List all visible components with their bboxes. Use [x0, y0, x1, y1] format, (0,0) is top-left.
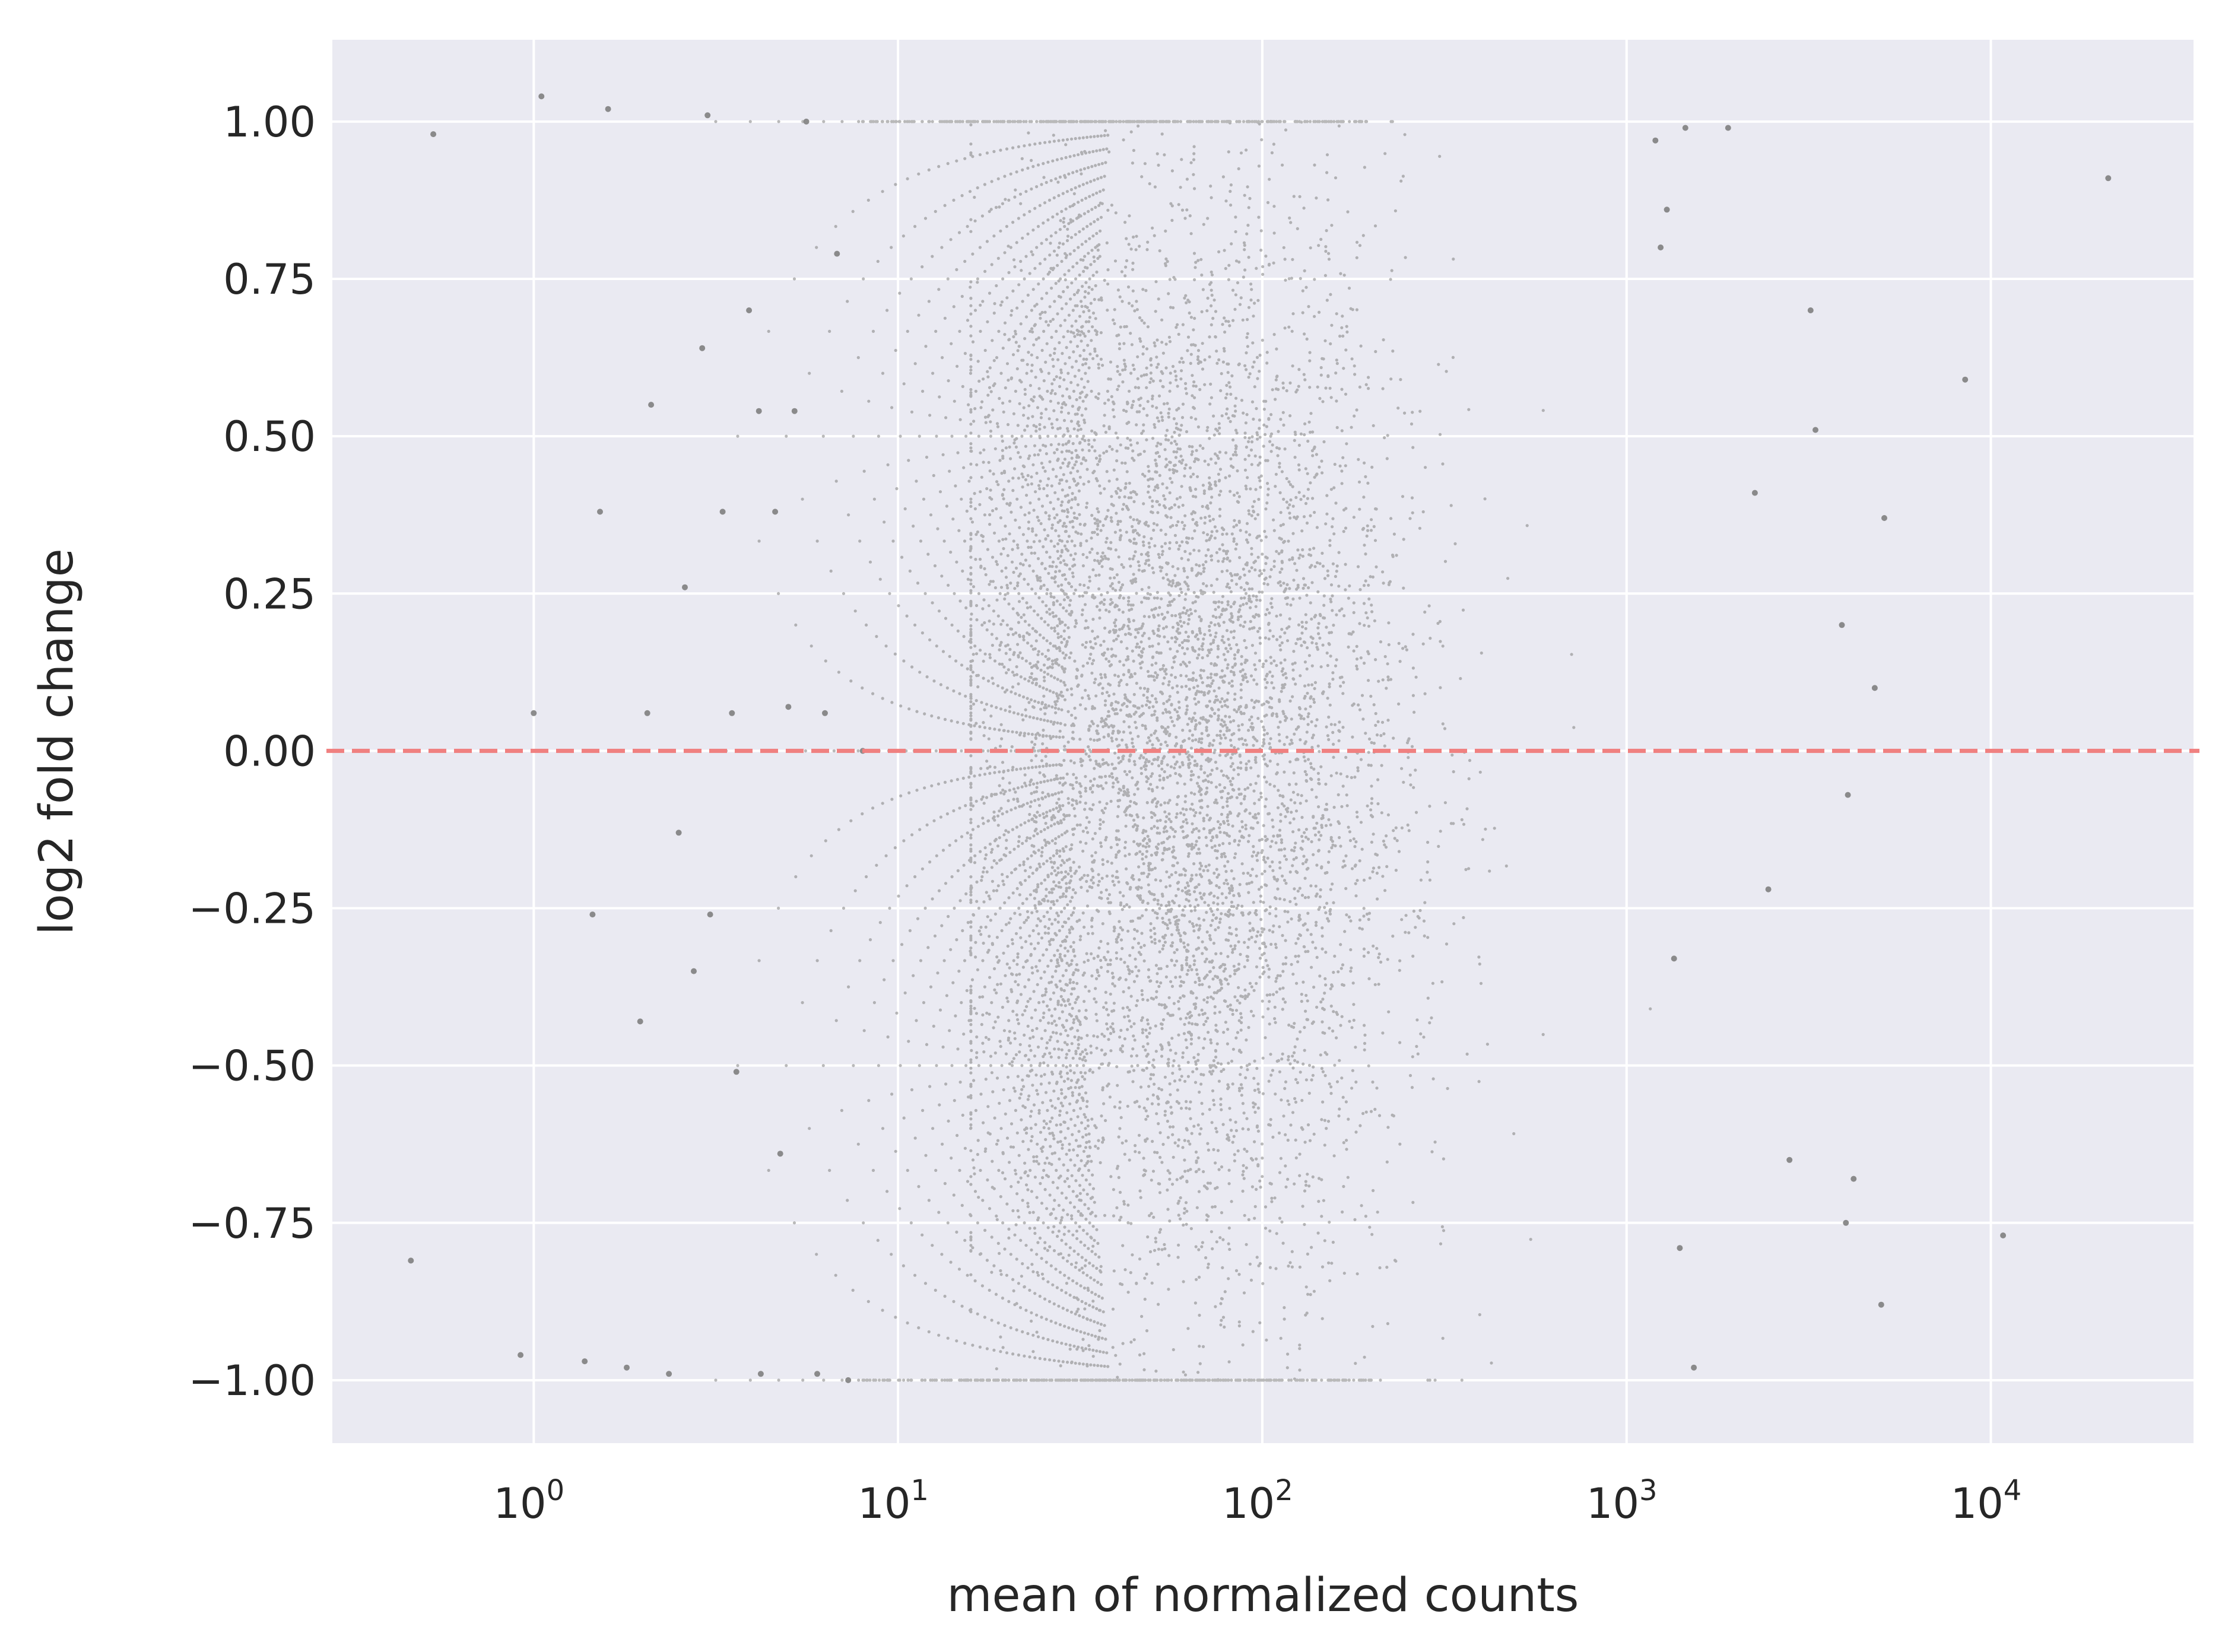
data-point: [605, 106, 611, 112]
data-point: [757, 1371, 764, 1377]
data-point: [518, 1352, 524, 1358]
data-point: [666, 1371, 672, 1377]
data-point: [1962, 376, 1969, 383]
y-tick-label: 0.75: [223, 255, 316, 304]
data-point: [1671, 955, 1677, 962]
data-point: [1812, 427, 1818, 433]
data-point: [624, 1364, 630, 1371]
data-points: [408, 93, 2112, 1383]
data-point: [430, 131, 437, 138]
x-tick-label: 100: [494, 1474, 565, 1528]
data-point: [675, 830, 682, 836]
data-point: [1871, 685, 1878, 691]
data-point: [1850, 1176, 1857, 1182]
data-point-cloud: [696, 120, 1652, 1382]
x-tick-labels: 100 101 102 103 104: [494, 1474, 2022, 1528]
data-point: [2105, 175, 2112, 182]
data-point: [582, 1358, 588, 1365]
data-point: [1725, 125, 1731, 131]
y-tick-label: 0.25: [223, 570, 316, 618]
y-tick-label: −0.75: [188, 1199, 316, 1248]
y-tick-labels: 1.00 0.75 0.50 0.25 0.00 −0.25 −0.50 −0.75 −1.00: [188, 98, 316, 1405]
data-point: [644, 710, 650, 716]
x-tick-label: 103: [1586, 1474, 1658, 1528]
data-point: [1807, 307, 1814, 313]
data-point: [1677, 1245, 1683, 1251]
data-point: [834, 250, 840, 257]
grid-lines: [332, 40, 2194, 1443]
data-point: [803, 118, 810, 125]
y-tick-label: 0.50: [223, 412, 316, 461]
data-point: [1658, 244, 1664, 250]
data-point: [1881, 515, 1887, 521]
data-point: [746, 307, 753, 313]
x-tick-label: 101: [858, 1474, 929, 1528]
y-tick-label: −0.50: [188, 1042, 316, 1091]
data-point: [1691, 1364, 1697, 1371]
x-axis-label: mean of normalized counts: [947, 1569, 1579, 1622]
data-point: [1765, 886, 1772, 892]
data-point: [1845, 792, 1851, 798]
data-point: [699, 345, 706, 351]
data-point: [1652, 137, 1659, 144]
data-point: [538, 93, 545, 100]
data-point: [589, 911, 596, 918]
data-point: [822, 710, 828, 716]
data-point: [707, 911, 713, 918]
data-point: [1843, 1219, 1849, 1226]
y-tick-label: 0.00: [223, 727, 316, 776]
y-axis-label: log2 fold change: [30, 548, 84, 935]
data-point: [637, 1018, 643, 1025]
data-point: [777, 1151, 783, 1157]
x-tick-label: 102: [1222, 1474, 1293, 1528]
data-point: [785, 704, 792, 710]
data-point: [1878, 1301, 1884, 1308]
data-point: [845, 1377, 852, 1383]
data-point: [756, 408, 762, 414]
data-point: [772, 509, 779, 515]
data-point: [733, 1069, 739, 1075]
data-point: [729, 710, 735, 716]
y-tick-label: 1.00: [223, 98, 316, 147]
data-point: [1751, 490, 1758, 496]
data-point: [814, 1371, 820, 1377]
x-tick-label: 104: [1951, 1474, 2022, 1528]
data-point: [791, 408, 798, 414]
data-point: [1664, 206, 1670, 213]
y-tick-label: −0.25: [188, 885, 316, 933]
point-cloud: [696, 120, 1652, 1382]
data-point: [691, 968, 697, 974]
y-tick-label: −1.00: [188, 1356, 316, 1405]
data-point: [1786, 1157, 1793, 1163]
data-point: [1839, 622, 1845, 628]
data-point: [719, 509, 726, 515]
data-point: [531, 710, 537, 716]
data-point: [408, 1257, 414, 1264]
data-point: [682, 584, 688, 590]
data-point: [2000, 1232, 2007, 1238]
data-point: [704, 112, 711, 119]
data-point: [1682, 125, 1688, 131]
data-point: [597, 509, 603, 515]
data-point: [648, 402, 655, 408]
